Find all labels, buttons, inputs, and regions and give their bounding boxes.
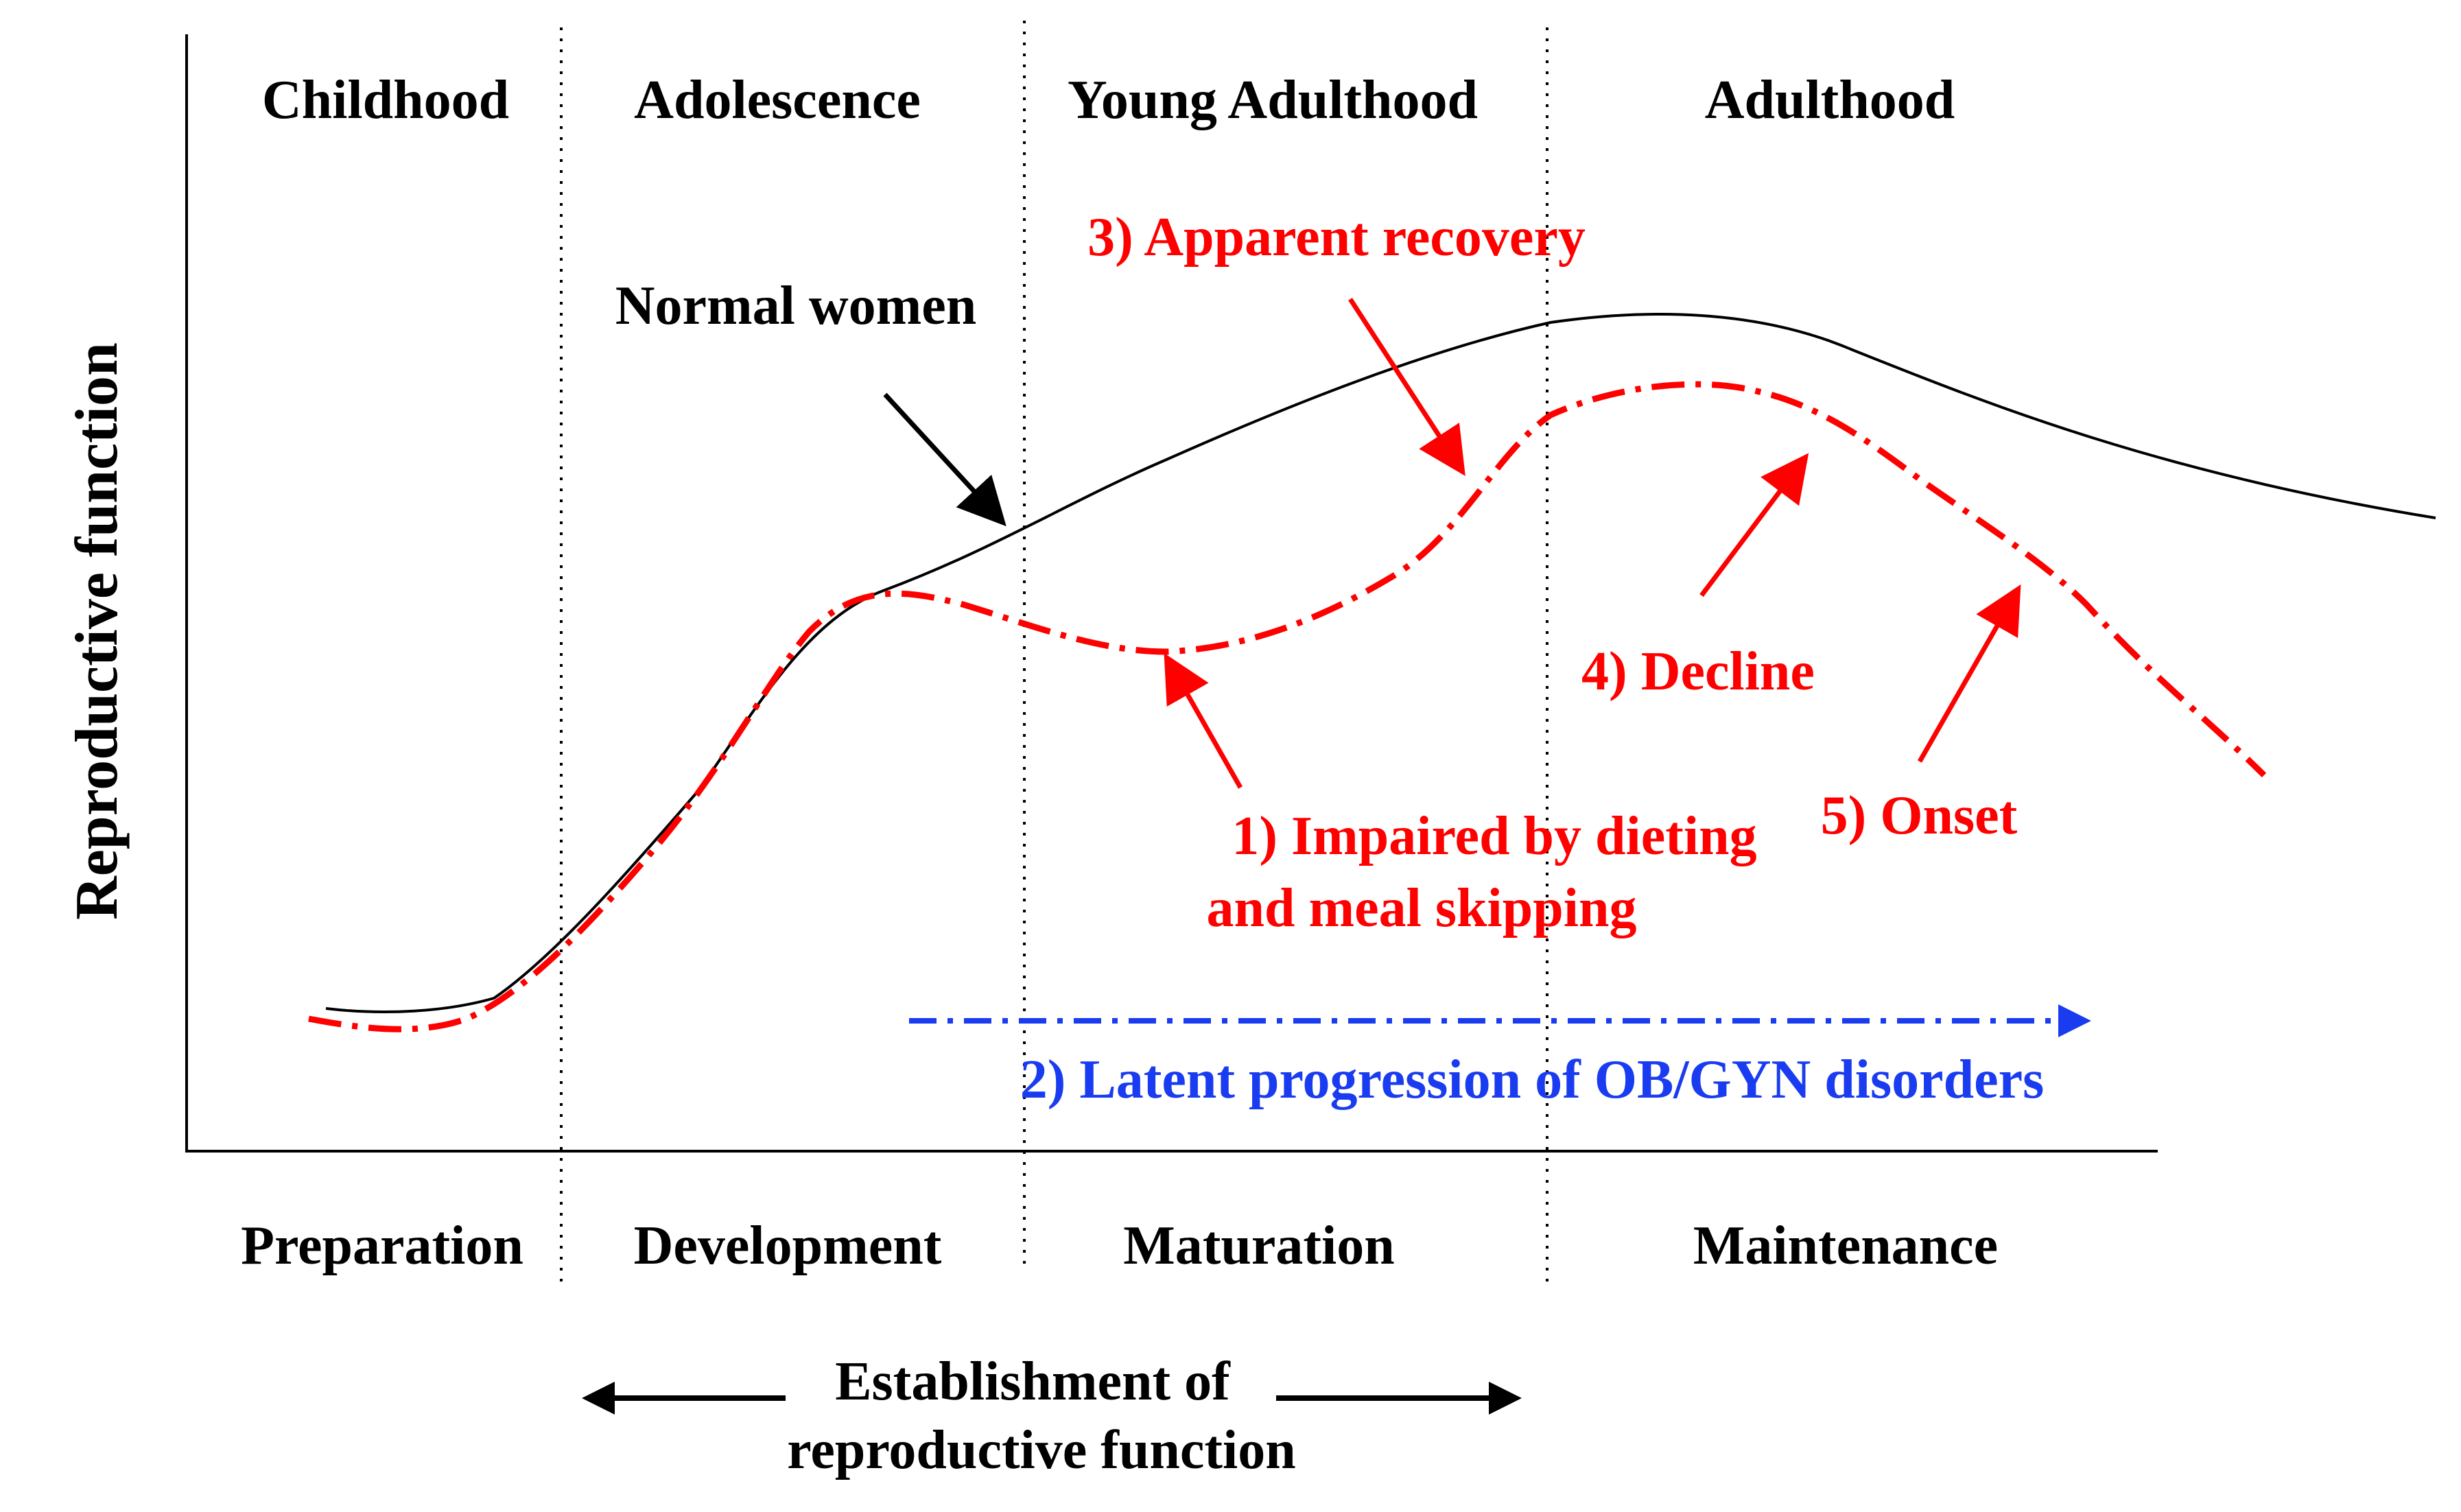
stage-adolescence: Adolescence — [634, 70, 921, 130]
annotation-impaired-line2: and meal skipping — [1207, 878, 1637, 938]
annotation-apparent-recovery: 3) Apparent recovery — [1087, 207, 1586, 268]
normal-women-label: Normal women — [615, 276, 977, 336]
impaired-arrow — [1164, 652, 1243, 789]
stage-young-adulthood: Young Adulthood — [1068, 70, 1478, 130]
annotation-impaired-line1: 1) Impaired by dieting — [1232, 806, 1756, 866]
annotation-latent-progression: 2) Latent progression of OB/GYN disorder… — [1020, 1050, 2045, 1110]
phase-preparation: Preparation — [241, 1216, 523, 1276]
annotation-decline: 4) Decline — [1581, 641, 1815, 702]
y-axis-label: Reproductive function — [64, 342, 130, 920]
onset-arrow — [1917, 584, 2021, 763]
phase-maturation: Maturation — [1123, 1216, 1395, 1276]
annotation-onset: 5) Onset — [1821, 785, 2018, 846]
phase-maintenance: Maintenance — [1693, 1216, 1998, 1276]
impaired-women-curve — [308, 381, 2267, 1032]
establishment-label-line1: Establishment of — [835, 1351, 1231, 1412]
phase-development: Development — [634, 1216, 942, 1276]
stage-adulthood: Adulthood — [1705, 70, 1955, 130]
stage-childhood: Childhood — [262, 70, 509, 130]
establishment-label-line2: reproductive function — [787, 1420, 1295, 1480]
normal-women-curve — [325, 313, 2436, 1013]
apparent-recovery-arrow — [1348, 298, 1465, 476]
normal-women-arrow — [883, 392, 1006, 527]
decline-arrow — [1699, 453, 1809, 598]
